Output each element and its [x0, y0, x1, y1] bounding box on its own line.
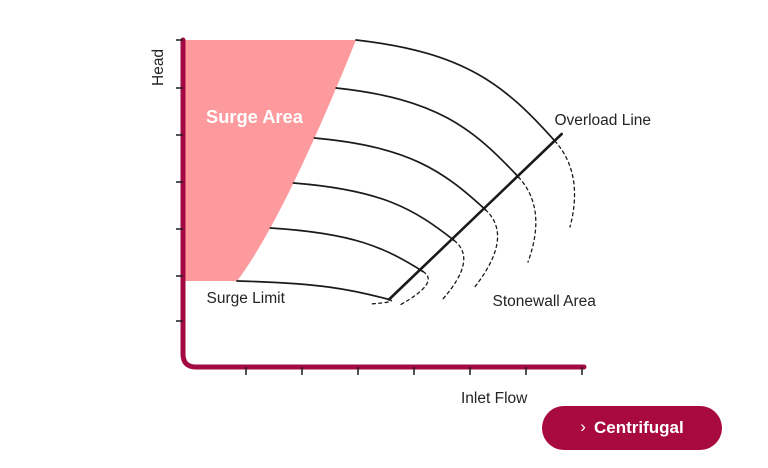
svg-text:Surge Area: Surge Area [206, 106, 304, 127]
svg-text:Overload Line: Overload Line [555, 112, 652, 129]
svg-text:Head: Head [150, 49, 167, 86]
svg-text:Surge Limit: Surge Limit [207, 290, 286, 307]
svg-text:Stonewall Area: Stonewall Area [493, 293, 597, 310]
svg-text:Inlet Flow: Inlet Flow [461, 390, 528, 407]
